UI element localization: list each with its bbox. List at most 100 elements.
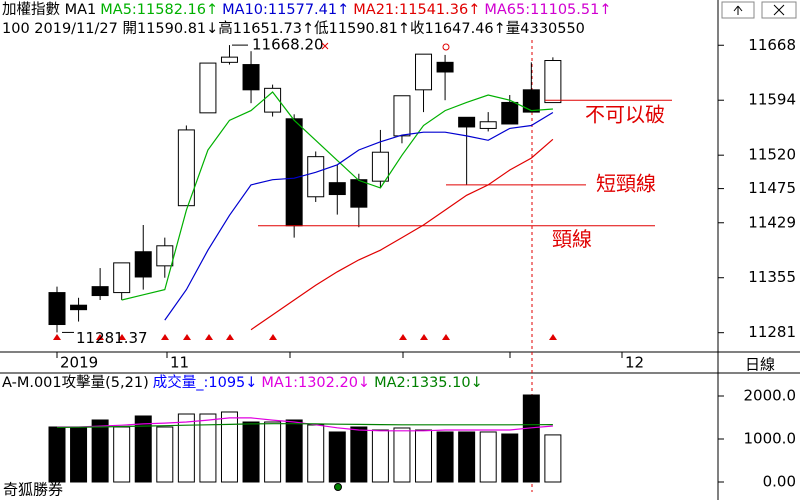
candle-body xyxy=(220,56,238,63)
candle-body xyxy=(544,60,562,104)
volume-bar xyxy=(113,426,131,483)
candle-body xyxy=(522,89,540,113)
volume-title: A-M.001攻擊量(5,21) xyxy=(2,375,149,391)
ma-line xyxy=(121,91,553,301)
legend-item: MA5:11582.16↑ xyxy=(100,2,219,18)
volume-bar xyxy=(264,421,282,483)
x-tick-label: 12 xyxy=(625,354,644,372)
y-tick-label: 11668 xyxy=(748,36,796,54)
candle-body xyxy=(285,118,303,227)
y-tick-label: 11475 xyxy=(748,179,796,197)
x-tick-label: 11 xyxy=(170,354,189,372)
candle-body xyxy=(393,95,411,137)
signal xyxy=(53,334,61,340)
volume-bar xyxy=(544,434,562,483)
signal xyxy=(118,334,126,340)
signal-markers xyxy=(53,334,557,340)
candle-body xyxy=(199,62,217,114)
y-tick-label: 0.00 xyxy=(763,473,796,491)
volume-bar xyxy=(285,419,303,483)
y-tick-label: 11594 xyxy=(748,91,796,109)
volume-bar xyxy=(415,429,433,483)
volume-bar xyxy=(156,426,174,483)
signal xyxy=(96,334,104,340)
ma-line xyxy=(250,138,554,331)
volume-bar xyxy=(458,431,476,483)
y-tick-label: 11281 xyxy=(748,323,796,341)
marker xyxy=(442,43,450,51)
signal xyxy=(269,334,277,340)
volume-bar xyxy=(242,421,260,483)
annotation: 短頸線 xyxy=(596,171,656,195)
volume-legend: A-M.001攻擊量(5,21) 成交量_:1095↓ MA1:1302.20↓ MA… xyxy=(2,374,491,392)
x-tick-label: 2019 xyxy=(60,354,98,372)
volume-bar xyxy=(134,415,152,483)
legend-item: MA21:11541.36↑ xyxy=(353,2,481,18)
volume-bar xyxy=(199,413,217,483)
volume-bar xyxy=(177,413,195,483)
candle-body xyxy=(328,182,346,196)
footer: 奇狐勝券 xyxy=(3,481,63,499)
volume-bar xyxy=(479,431,497,483)
candle-body xyxy=(350,179,368,208)
y-tick-label: 2000.0 xyxy=(744,386,797,404)
volume-bar xyxy=(371,429,389,483)
candle-body xyxy=(48,292,66,326)
candle-body xyxy=(177,129,195,207)
volume-bar xyxy=(393,427,411,483)
legend-items: MA5:11582.16↑ MA10:11577.41↑ MA21:11541.36… xyxy=(100,2,615,18)
volume-bar xyxy=(436,431,454,483)
volume-bar xyxy=(220,411,238,483)
ma-line xyxy=(164,111,554,321)
ma-line xyxy=(56,423,553,428)
volume-bar xyxy=(501,433,519,483)
candle-body xyxy=(156,245,174,267)
annotation: 11281.37 xyxy=(76,329,148,347)
candle-body xyxy=(371,151,389,182)
signal xyxy=(183,334,191,340)
legend-item: MA65:11105.51↑ xyxy=(484,2,612,18)
volume-bar xyxy=(350,426,368,483)
signal xyxy=(205,334,213,340)
signal xyxy=(549,334,557,340)
volume-bar xyxy=(522,394,540,483)
candle-body xyxy=(415,53,433,91)
annotation: 11668.20 xyxy=(252,36,324,54)
y-tick-label: 1000.0 xyxy=(744,429,797,447)
window-buttons xyxy=(721,1,797,19)
y-tick-label: 11520 xyxy=(748,146,796,164)
annotation: 不可以破 xyxy=(585,103,665,127)
legend-item: MA2:1335.10↓ xyxy=(374,375,483,391)
info-line: 100 2019/11/27 開11590.81↓高11651.73↑低1159… xyxy=(2,21,585,37)
candle-body xyxy=(307,156,325,198)
candle-body xyxy=(134,251,152,278)
volume-bar xyxy=(70,426,88,483)
legend-items: MA1:1302.20↓ MA2:1335.10↓ xyxy=(261,375,486,391)
y-tick-label: 11429 xyxy=(748,213,796,231)
annotation: 頸線 xyxy=(552,227,592,251)
candle-body xyxy=(264,87,282,113)
signal xyxy=(420,334,428,340)
candle-body xyxy=(501,101,519,125)
high-marker xyxy=(321,42,329,50)
signal xyxy=(442,334,450,340)
volume-bar xyxy=(91,419,109,483)
signal xyxy=(226,334,234,340)
volume-bar xyxy=(307,424,325,483)
volume-bar xyxy=(328,431,346,483)
candle-body xyxy=(479,121,497,129)
candle-body xyxy=(458,116,476,128)
y-tick-label: 11355 xyxy=(748,268,796,286)
candle-body xyxy=(70,304,88,311)
volume-bar xyxy=(48,426,66,483)
legend-item: MA10:11577.41↑ xyxy=(222,2,350,18)
legend: 加權指數 MA1 MA5:11582.16↑ MA10:11577.41↑ MA21:… xyxy=(2,1,619,19)
icon xyxy=(733,5,743,15)
candle-body xyxy=(91,286,109,297)
candle-body xyxy=(436,61,454,73)
period-label: 日線 xyxy=(745,356,775,374)
candle-body xyxy=(242,64,260,91)
legend-item: 成交量_:1095↓ xyxy=(152,375,258,391)
